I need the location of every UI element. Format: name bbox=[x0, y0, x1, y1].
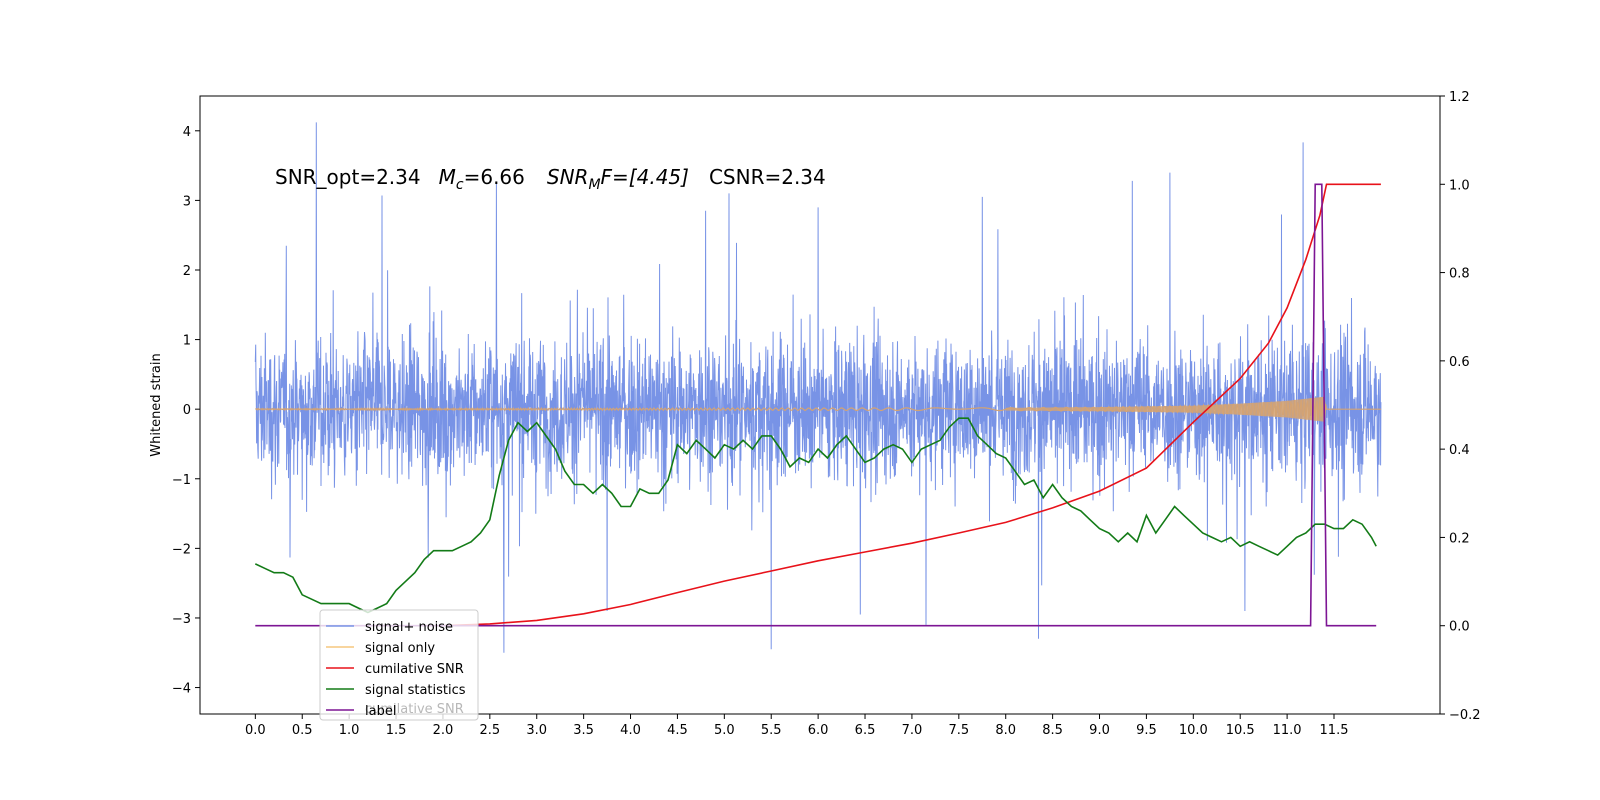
legend-label: label bbox=[365, 704, 396, 719]
y-right-tick-label: 0.0 bbox=[1449, 620, 1470, 635]
series-label bbox=[255, 183, 1377, 627]
x-tick-label: 9.0 bbox=[1089, 723, 1110, 738]
x-tick-label: 10.5 bbox=[1226, 723, 1255, 738]
y-left-tick-label: 1 bbox=[183, 334, 191, 349]
x-tick-label: 6.5 bbox=[855, 723, 876, 738]
y-right-tick-label: 0.2 bbox=[1449, 531, 1470, 546]
annotation-snr-symbol: SNR bbox=[547, 165, 589, 189]
y-axis-label-left: Whitened strain bbox=[149, 353, 164, 456]
x-tick-label: 1.5 bbox=[386, 723, 407, 738]
annotation-csnr: CSNR=2.34 bbox=[709, 165, 826, 189]
series-cumulative-snr bbox=[442, 183, 1381, 627]
series-signal-plus-noise bbox=[254, 122, 1382, 653]
y-axis-left: 4 3 2 1 0 −1 −2 −3 −4 bbox=[172, 125, 200, 697]
x-tick-label: 7.0 bbox=[902, 723, 923, 738]
y-left-tick-label: 0 bbox=[183, 403, 191, 418]
x-tick-label: 4.0 bbox=[620, 723, 641, 738]
axes-frame bbox=[199, 95, 1441, 715]
x-tick-label: 8.0 bbox=[995, 723, 1016, 738]
x-tick-label: 1.0 bbox=[339, 723, 360, 738]
legend-label: signal only bbox=[365, 641, 435, 656]
legend-overlap-text: cumilative SNR bbox=[365, 702, 464, 717]
x-tick-label: 6.0 bbox=[808, 723, 829, 738]
x-tick-label: 3.5 bbox=[573, 723, 594, 738]
y-left-tick-label: −2 bbox=[172, 542, 191, 557]
x-tick-label: 7.5 bbox=[948, 723, 969, 738]
x-tick-label: 0.5 bbox=[292, 723, 313, 738]
x-tick-label: 5.0 bbox=[714, 723, 735, 738]
x-tick-label: 0.0 bbox=[245, 723, 266, 738]
series-signal-statistics bbox=[254, 417, 1377, 614]
plot-area bbox=[254, 122, 1382, 653]
x-tick-label: 5.5 bbox=[761, 723, 782, 738]
y-right-tick-label: 1.2 bbox=[1449, 90, 1470, 105]
x-tick-label: 8.5 bbox=[1042, 723, 1063, 738]
y-left-tick-label: 2 bbox=[183, 264, 191, 279]
y-right-tick-label: 1.0 bbox=[1449, 178, 1470, 193]
x-tick-label: 11.5 bbox=[1320, 723, 1349, 738]
x-tick-label: 3.0 bbox=[526, 723, 547, 738]
annotation-snr-subscript: M bbox=[588, 177, 600, 193]
legend-label: cumilative SNR bbox=[365, 662, 464, 677]
x-axis: 0.0 0.5 1.0 1.5 2.0 2.5 3.0 3.5 4.0 4.5 5.0 5.5 6.0 6… bbox=[245, 714, 1348, 738]
legend: cumilative SNR signal+ noise signal only c… bbox=[319, 609, 479, 721]
x-tick-label: 2.0 bbox=[433, 723, 454, 738]
y-axis-right: 1.2 1.0 0.8 0.6 0.4 0.2 0.0 −0.2 bbox=[1440, 90, 1481, 723]
y-right-tick-label: 0.6 bbox=[1449, 355, 1470, 370]
y-left-tick-label: 4 bbox=[183, 125, 191, 140]
series-signal-only-envelope bbox=[1005, 396, 1326, 422]
snr-annotation: SNR_opt=2.34 Mc=6.66 SNRMF=[4.45] CSNR=2.34 bbox=[275, 165, 826, 193]
y-left-tick-label: −3 bbox=[172, 612, 191, 627]
legend-label: signal statistics bbox=[365, 683, 466, 698]
annotation-snr-opt: SNR_opt=2.34 bbox=[275, 165, 421, 189]
x-tick-label: 9.5 bbox=[1136, 723, 1157, 738]
y-right-tick-label: 0.8 bbox=[1449, 267, 1470, 282]
annotation-mf-value: F=[4.45] bbox=[601, 165, 689, 189]
annotation-mc-symbol: M bbox=[439, 165, 456, 189]
y-left-tick-label: 3 bbox=[183, 194, 191, 209]
legend-box bbox=[319, 609, 479, 721]
y-right-tick-label: 0.4 bbox=[1449, 443, 1470, 458]
legend-items: signal+ noise signal only cumilative SNR si… bbox=[326, 620, 466, 719]
x-tick-label: 10.0 bbox=[1179, 723, 1208, 738]
annotation-mc-subscript: c bbox=[456, 177, 464, 193]
y-left-tick-label: −4 bbox=[172, 682, 191, 697]
x-tick-label: 2.5 bbox=[479, 723, 500, 738]
legend-label: signal+ noise bbox=[365, 620, 453, 635]
y-right-tick-label: −0.2 bbox=[1449, 708, 1481, 723]
x-tick-label: 11.0 bbox=[1273, 723, 1302, 738]
y-left-tick-label: −1 bbox=[172, 473, 191, 488]
annotation-mc-value: =6.66 bbox=[464, 165, 525, 189]
x-tick-label: 4.5 bbox=[667, 723, 688, 738]
